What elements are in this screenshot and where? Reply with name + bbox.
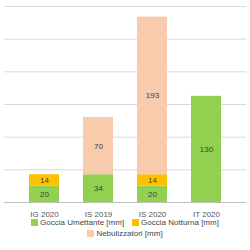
svg-text:IS 2020: IS 2020 xyxy=(139,210,167,218)
svg-text:IS 2019: IS 2019 xyxy=(85,210,113,218)
svg-text:14: 14 xyxy=(40,176,49,185)
svg-text:IG 2020: IG 2020 xyxy=(30,210,59,218)
svg-text:34: 34 xyxy=(94,184,103,193)
svg-text:20: 20 xyxy=(148,190,157,199)
svg-text:IT 2020: IT 2020 xyxy=(193,210,221,218)
svg-text:14: 14 xyxy=(148,176,157,185)
svg-text:193: 193 xyxy=(146,91,160,100)
svg-text:130: 130 xyxy=(200,145,214,154)
svg-text:20: 20 xyxy=(40,190,49,199)
svg-text:70: 70 xyxy=(94,142,103,151)
html-text:Goccia Umettante [mm]: Goccia Umettante [mm] xyxy=(40,218,125,227)
html-text:Nebulizzatori [mm]: Nebulizzatori [mm] xyxy=(96,229,163,238)
html-text:Goccia Notturna [mm]: Goccia Notturna [mm] xyxy=(141,218,219,227)
